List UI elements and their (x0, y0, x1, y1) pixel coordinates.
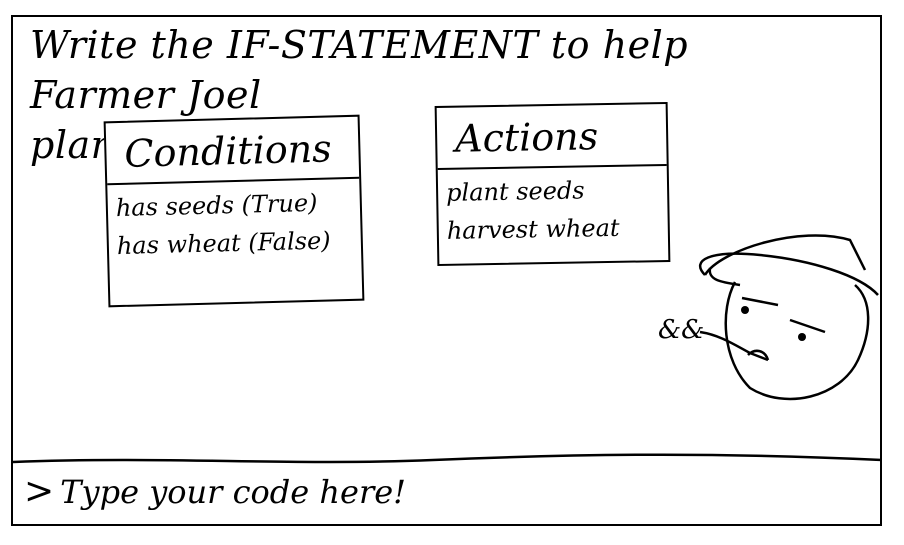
actions-title: Actions (436, 104, 667, 171)
prompt-caret: > (24, 471, 55, 512)
action-item: harvest wheat (446, 213, 620, 245)
input-divider (13, 453, 882, 464)
instructions-line-1: Write the IF-STATEMENT to help Farmer Jo… (30, 23, 689, 117)
conditions-table: Conditions has seeds (True) has wheat (F… (103, 114, 365, 308)
code-input[interactable]: > Type your code here! (24, 470, 864, 514)
condition-item: has wheat (False) (116, 226, 331, 261)
game-frame (11, 15, 882, 526)
farmer-speech: && (658, 315, 704, 345)
action-item: plant seeds (445, 176, 585, 207)
actions-table: Actions plant seeds harvest wheat (434, 101, 671, 267)
conditions-title: Conditions (105, 116, 360, 186)
code-input-placeholder: Type your code here! (60, 473, 407, 511)
farmer-joel-icon: && (658, 234, 879, 401)
condition-item: has seeds (True) (115, 188, 318, 223)
